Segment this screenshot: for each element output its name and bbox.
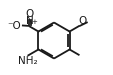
Text: N: N	[26, 16, 34, 26]
Text: O: O	[26, 9, 34, 19]
Text: NH₂: NH₂	[18, 56, 37, 66]
Text: ⁻O: ⁻O	[8, 21, 21, 31]
Text: +: +	[31, 19, 37, 25]
Text: O: O	[78, 16, 86, 26]
